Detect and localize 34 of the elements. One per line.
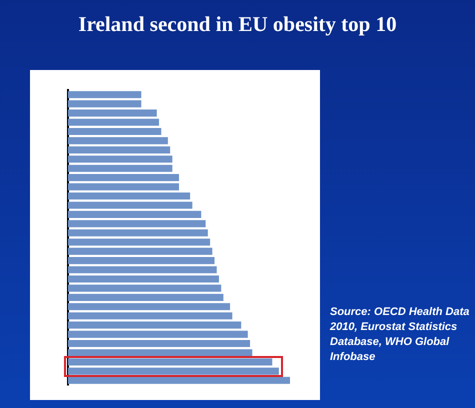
bar bbox=[68, 238, 210, 246]
bar bbox=[68, 248, 212, 255]
bar bbox=[68, 294, 224, 301]
bar bbox=[68, 202, 192, 209]
source-note: Source: OECD Health Data 2010, Eurostat Statistics Database, WHO Global Infobase bbox=[330, 305, 470, 365]
bar bbox=[68, 303, 230, 310]
bar bbox=[68, 376, 290, 384]
bar bbox=[68, 156, 172, 163]
bar bbox=[68, 174, 179, 182]
bar bbox=[68, 192, 190, 200]
bar bbox=[68, 220, 206, 228]
bar bbox=[68, 229, 208, 236]
bar bbox=[68, 368, 279, 375]
bar bbox=[68, 312, 232, 320]
bar bbox=[68, 349, 252, 356]
bar bbox=[68, 284, 222, 292]
bar bbox=[68, 128, 162, 136]
bar bbox=[68, 146, 170, 154]
bar bbox=[68, 110, 157, 117]
bar bbox=[68, 266, 217, 274]
bar bbox=[68, 100, 142, 108]
chart-title: Ireland second in EU obesity top 10 bbox=[77, 12, 398, 37]
bar bbox=[68, 358, 272, 366]
bar bbox=[68, 210, 202, 218]
bar bbox=[68, 137, 168, 144]
bar bbox=[68, 330, 248, 338]
bar bbox=[68, 183, 179, 190]
bar bbox=[68, 91, 142, 98]
bar bbox=[68, 257, 215, 264]
bar bbox=[68, 164, 172, 172]
bar bbox=[68, 118, 160, 126]
bar bbox=[68, 340, 250, 348]
bar bbox=[68, 275, 219, 283]
bar bbox=[68, 322, 242, 329]
